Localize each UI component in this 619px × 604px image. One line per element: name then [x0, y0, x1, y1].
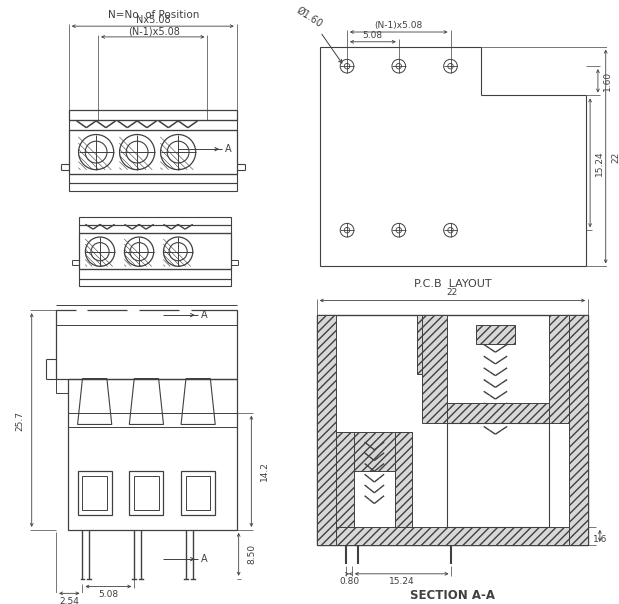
Bar — [79, 217, 231, 225]
Bar — [422, 315, 446, 423]
Text: 25.7: 25.7 — [15, 411, 25, 431]
Bar — [69, 120, 236, 130]
Bar — [56, 310, 236, 379]
Text: A: A — [201, 310, 207, 320]
Bar — [186, 476, 210, 510]
Text: 14.2: 14.2 — [259, 461, 269, 481]
Bar — [549, 315, 569, 423]
Bar — [134, 476, 158, 510]
Bar — [446, 403, 549, 423]
Bar — [69, 130, 236, 173]
Bar — [79, 279, 231, 286]
Text: (N-1)x5.08: (N-1)x5.08 — [374, 21, 423, 30]
Bar — [69, 173, 236, 184]
Bar — [317, 315, 588, 545]
Bar — [317, 315, 336, 545]
Text: 1.60: 1.60 — [603, 71, 612, 91]
Bar — [569, 315, 588, 545]
Text: 15.24: 15.24 — [389, 577, 415, 586]
Bar — [336, 527, 569, 545]
Text: A: A — [201, 554, 207, 564]
Bar — [476, 325, 515, 344]
Bar — [69, 110, 236, 120]
Bar — [336, 432, 412, 471]
Text: Ø1.60: Ø1.60 — [295, 5, 342, 63]
Text: SECTION A-A: SECTION A-A — [410, 589, 495, 602]
Bar — [82, 476, 107, 510]
Text: 2.54: 2.54 — [59, 597, 79, 604]
Text: 0.80: 0.80 — [339, 577, 359, 586]
Bar — [79, 269, 231, 279]
Text: 8.50: 8.50 — [248, 544, 257, 564]
Bar — [395, 432, 412, 527]
Bar — [68, 379, 236, 530]
Text: A: A — [225, 144, 232, 154]
Text: P.C.B  LAYOUT: P.C.B LAYOUT — [413, 279, 491, 289]
Bar — [79, 233, 231, 269]
Text: 5.08: 5.08 — [98, 590, 118, 599]
Text: (N-1)x5.08: (N-1)x5.08 — [128, 26, 180, 36]
Text: 22: 22 — [447, 288, 458, 297]
Text: N=No. of Position: N=No. of Position — [108, 10, 199, 21]
Text: 1.6: 1.6 — [593, 535, 607, 544]
Bar — [77, 471, 112, 515]
Bar — [336, 432, 354, 527]
Text: Nx5.08: Nx5.08 — [136, 15, 171, 25]
Bar — [79, 225, 231, 233]
Bar — [129, 471, 163, 515]
Bar — [181, 471, 215, 515]
Bar — [446, 423, 549, 527]
Text: 5.08: 5.08 — [362, 31, 383, 40]
Text: 15.24: 15.24 — [595, 150, 604, 176]
Bar — [56, 379, 68, 393]
Text: 22: 22 — [611, 152, 619, 162]
Bar — [69, 184, 236, 191]
Bar — [417, 315, 422, 374]
